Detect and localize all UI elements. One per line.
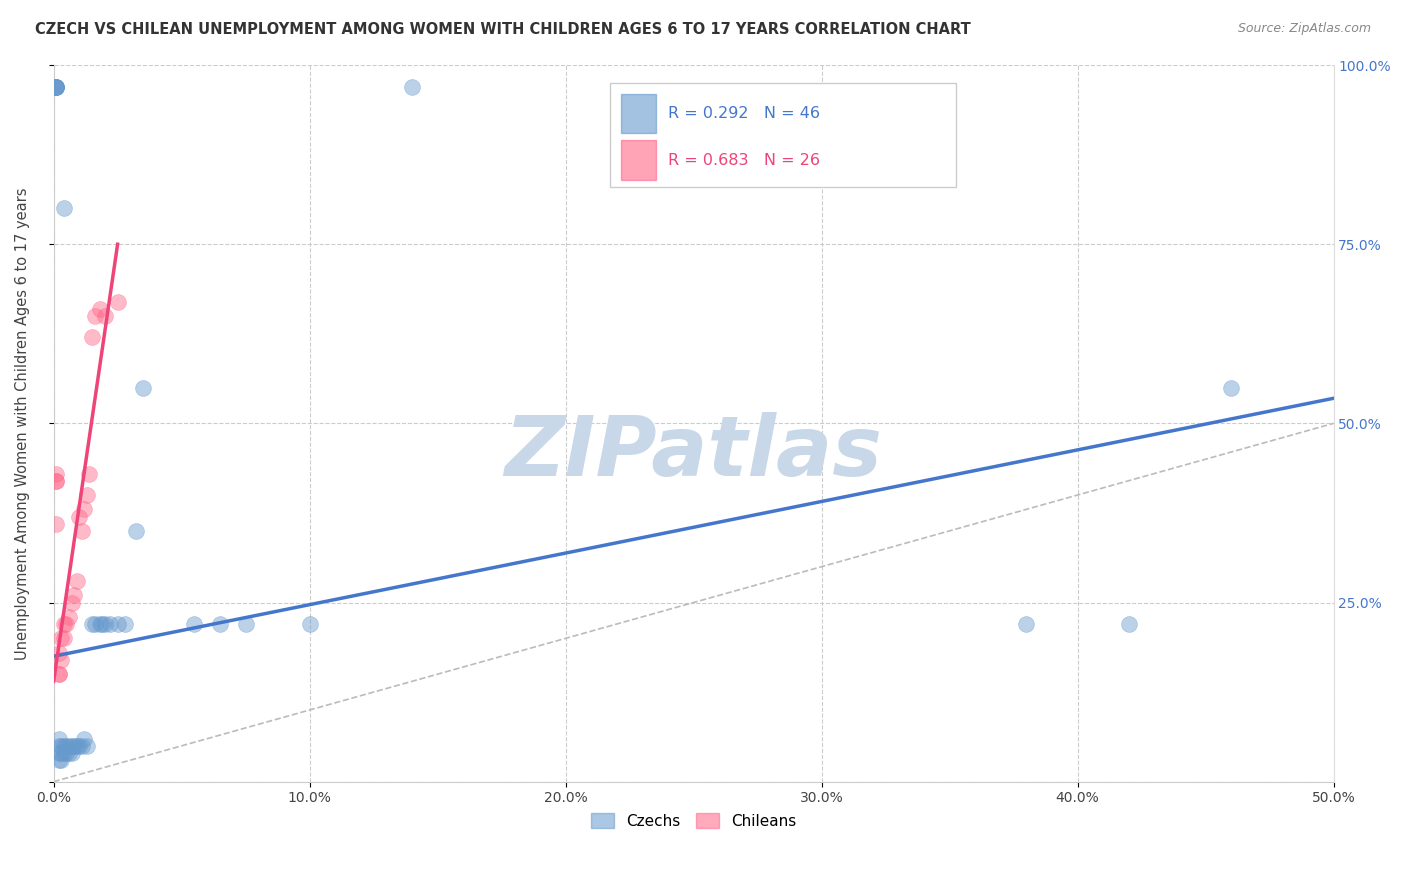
Point [1015, 617, 1038, 632]
Point [89, 301, 111, 316]
Point [45, 79, 67, 94]
Point [98, 617, 121, 632]
Point [80, 617, 103, 632]
Point [66, 574, 89, 588]
Point [66, 739, 89, 753]
Point [45, 516, 67, 531]
Point [67, 739, 90, 753]
Point [63, 739, 86, 753]
Point [45, 474, 67, 488]
Point [70, 739, 93, 753]
Point [48, 753, 70, 767]
Point [58, 610, 80, 624]
Point [51, 632, 73, 646]
Point [132, 380, 155, 394]
Point [107, 617, 129, 632]
Point [89, 617, 111, 632]
Point [55, 746, 77, 760]
Point [51, 739, 73, 753]
Point [60, 739, 83, 753]
Point [58, 739, 80, 753]
Point [1118, 617, 1140, 632]
FancyBboxPatch shape [610, 83, 956, 187]
Point [45, 474, 67, 488]
Text: Source: ZipAtlas.com: Source: ZipAtlas.com [1237, 22, 1371, 36]
Point [52, 202, 75, 216]
Point [70, 524, 93, 538]
Point [124, 524, 146, 538]
Point [183, 617, 205, 632]
Point [60, 746, 83, 760]
Point [94, 309, 117, 323]
Text: CZECH VS CHILEAN UNEMPLOYMENT AMONG WOMEN WITH CHILDREN AGES 6 TO 17 YEARS CORRE: CZECH VS CHILEAN UNEMPLOYMENT AMONG WOME… [35, 22, 972, 37]
Point [235, 617, 257, 632]
Point [298, 617, 321, 632]
Point [48, 731, 70, 746]
Bar [620, 140, 657, 180]
Point [45, 79, 67, 94]
Legend: Czechs, Chileans: Czechs, Chileans [585, 806, 803, 835]
Point [107, 294, 129, 309]
Point [51, 746, 73, 760]
Point [208, 617, 231, 632]
Y-axis label: Unemployment Among Women with Children Ages 6 to 17 years: Unemployment Among Women with Children A… [15, 187, 30, 659]
Point [48, 667, 70, 681]
Point [79, 467, 101, 481]
Point [45, 79, 67, 94]
Point [52, 739, 75, 753]
Point [48, 746, 70, 760]
Point [83, 309, 105, 323]
Point [73, 502, 96, 516]
Point [48, 667, 70, 681]
Point [114, 617, 136, 632]
Point [52, 617, 75, 632]
Point [51, 653, 73, 667]
Point [67, 509, 90, 524]
Point [63, 588, 86, 602]
Point [76, 488, 98, 502]
Point [76, 739, 98, 753]
Point [45, 79, 67, 94]
Point [51, 753, 73, 767]
Text: ZIPatlas: ZIPatlas [505, 411, 883, 492]
Bar [620, 94, 657, 133]
Point [58, 746, 80, 760]
Point [52, 632, 75, 646]
Point [60, 595, 83, 609]
Point [83, 617, 105, 632]
Point [45, 79, 67, 94]
Text: R = 0.292   N = 46: R = 0.292 N = 46 [668, 106, 820, 121]
Point [48, 646, 70, 660]
Point [55, 617, 77, 632]
Point [52, 746, 75, 760]
Point [73, 731, 96, 746]
Point [91, 617, 114, 632]
Point [48, 739, 70, 753]
Point [1220, 380, 1243, 394]
Point [55, 739, 77, 753]
Point [45, 467, 67, 481]
Point [80, 330, 103, 344]
Point [401, 79, 423, 94]
Point [45, 79, 67, 94]
Text: R = 0.683   N = 26: R = 0.683 N = 26 [668, 153, 820, 168]
Point [94, 617, 117, 632]
